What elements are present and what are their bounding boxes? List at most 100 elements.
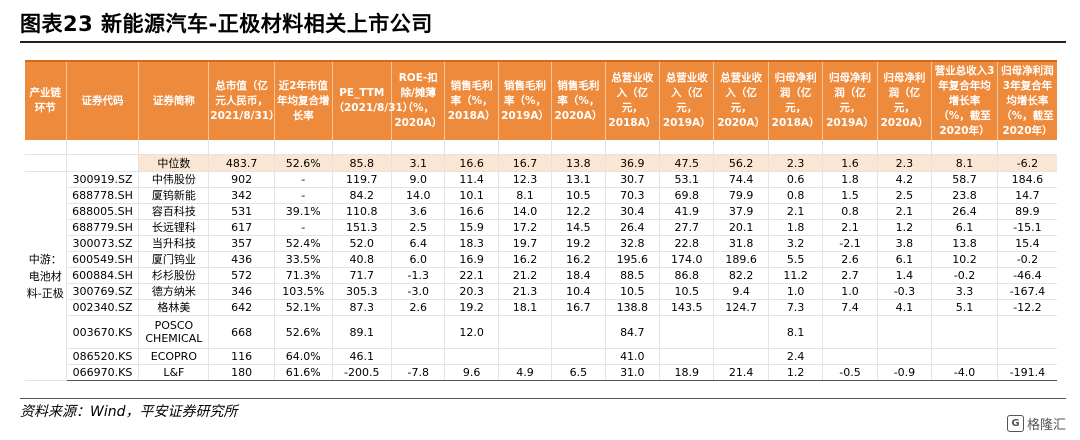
spacer-cell: [997, 140, 1057, 155]
value-cell: 3.3: [931, 283, 998, 300]
column-header: 销售毛利率（%，2019A）: [498, 61, 553, 140]
value-cell: 0.6: [768, 171, 824, 188]
value-cell: -0.2: [931, 267, 998, 284]
value-cell: 6.1: [877, 251, 933, 268]
value-cell: 16.6: [444, 203, 499, 220]
value-cell: 70.3: [605, 187, 661, 204]
watermark: G 格隆汇: [1006, 414, 1066, 433]
value-cell: 18.9: [659, 364, 715, 381]
value-cell: 1.0: [768, 283, 824, 300]
value-cell: 13.8: [931, 235, 998, 252]
value-cell: [713, 315, 769, 349]
value-cell: [391, 348, 446, 365]
value-cell: 9.6: [444, 364, 499, 381]
value-cell: 37.9: [713, 203, 769, 220]
value-cell: 4.9: [498, 364, 553, 381]
value-cell: 668: [208, 315, 275, 349]
value-cell: 41.9: [659, 203, 715, 220]
value-cell: 23.8: [931, 187, 998, 204]
value-cell: 41.0: [605, 348, 661, 365]
table-row: 003670.KS POSCO CHEMICAL 668 52.6% 89.1 12.0 8…: [25, 315, 1057, 349]
value-cell: 84.2: [332, 187, 393, 204]
table-body: 中位数 483.7 52.6% 85.8 3.1 16.6 16.7 13.8 36.9 47.5…: [25, 140, 1057, 381]
value-cell: 10.4: [551, 283, 606, 300]
value-cell: 22.1: [444, 267, 499, 284]
value-cell: 74.4: [713, 171, 769, 188]
value-cell: 21.4: [713, 364, 769, 381]
spacer-cell: [551, 140, 606, 155]
value-cell: 14.0: [498, 203, 553, 220]
security-name: 格林美: [138, 299, 210, 316]
median-cell: 3.1: [391, 154, 446, 172]
spacer-cell: [25, 140, 67, 155]
security-code: 688779.SH: [66, 219, 140, 236]
median-cell: 8.1: [931, 154, 998, 172]
spacer-cell: [391, 140, 446, 155]
segment-label: 中游：电池材料-正极: [25, 171, 67, 381]
column-header: 总市值（亿元人民币，2021/8/31）: [208, 61, 280, 140]
median-cell: 16.6: [444, 154, 499, 172]
median-label: 中位数: [138, 154, 210, 172]
median-cell: 483.7: [208, 154, 275, 172]
security-code: 688005.SH: [66, 203, 140, 220]
column-header: 产业链环节: [25, 61, 67, 140]
table-row: 086520.KS ECOPRO 116 64.0% 46.1 41.0 2.4: [25, 348, 1057, 365]
value-cell: -1.3: [391, 267, 446, 284]
column-header: 归母净利润（亿元，2018A）: [768, 61, 824, 140]
value-cell: 13.1: [551, 171, 606, 188]
value-cell: 2.4: [768, 348, 824, 365]
value-cell: -0.3: [877, 283, 933, 300]
column-header: 近2年市值年均复合增长率: [274, 61, 333, 140]
value-cell: 39.1%: [274, 203, 333, 220]
value-cell: 0.8: [822, 203, 878, 220]
value-cell: 1.8: [768, 219, 824, 236]
table-row: 066970.KS L&F 180 61.6% -200.5 -7.8 9.6 4.9 6.5 3…: [25, 364, 1057, 381]
value-cell: 21.3: [498, 283, 553, 300]
security-name: 厦钨新能: [138, 187, 210, 204]
value-cell: 4.1: [877, 299, 933, 316]
value-cell: 30.7: [605, 171, 661, 188]
value-cell: 17.2: [498, 219, 553, 236]
value-cell: -200.5: [332, 364, 393, 381]
value-cell: 5.1: [931, 299, 998, 316]
security-name: 厦门钨业: [138, 251, 210, 268]
value-cell: [713, 348, 769, 365]
value-cell: 71.7: [332, 267, 393, 284]
value-cell: 0.8: [768, 187, 824, 204]
value-cell: 103.5%: [274, 283, 333, 300]
value-cell: [391, 315, 446, 349]
value-cell: 87.3: [332, 299, 393, 316]
column-header: ROE-扣除/摊薄（%，2020A）: [391, 61, 446, 140]
security-code: 300919.SZ: [66, 171, 140, 188]
security-code: 600549.SH: [66, 251, 140, 268]
value-cell: 71.3%: [274, 267, 333, 284]
value-cell: 1.0: [822, 283, 878, 300]
value-cell: 357: [208, 235, 275, 252]
value-cell: 8.1: [768, 315, 824, 349]
value-cell: 69.8: [659, 187, 715, 204]
value-cell: [444, 348, 499, 365]
value-cell: 12.2: [551, 203, 606, 220]
value-cell: 2.6: [391, 299, 446, 316]
spacer-cell: [274, 140, 333, 155]
value-cell: 189.6: [713, 251, 769, 268]
value-cell: -0.9: [877, 364, 933, 381]
companies-table-container: 产业链环节 证券代码 证券简称 总市值（亿元人民币，2021/8/31） 近2年市值年均…: [25, 60, 1057, 381]
value-cell: 151.3: [332, 219, 393, 236]
value-cell: 53.1: [659, 171, 715, 188]
column-header: 证券代码: [66, 61, 140, 140]
value-cell: 3.8: [877, 235, 933, 252]
median-cell: 85.8: [332, 154, 393, 172]
value-cell: [877, 348, 933, 365]
value-cell: 18.4: [551, 267, 606, 284]
value-cell: [498, 315, 553, 349]
value-cell: 1.2: [877, 219, 933, 236]
value-cell: [997, 348, 1057, 365]
value-cell: 15.9: [444, 219, 499, 236]
value-cell: 84.7: [605, 315, 661, 349]
value-cell: 22.8: [659, 235, 715, 252]
value-cell: 46.1: [332, 348, 393, 365]
value-cell: -: [274, 187, 333, 204]
value-cell: 79.9: [713, 187, 769, 204]
security-name: 杉杉股份: [138, 267, 210, 284]
